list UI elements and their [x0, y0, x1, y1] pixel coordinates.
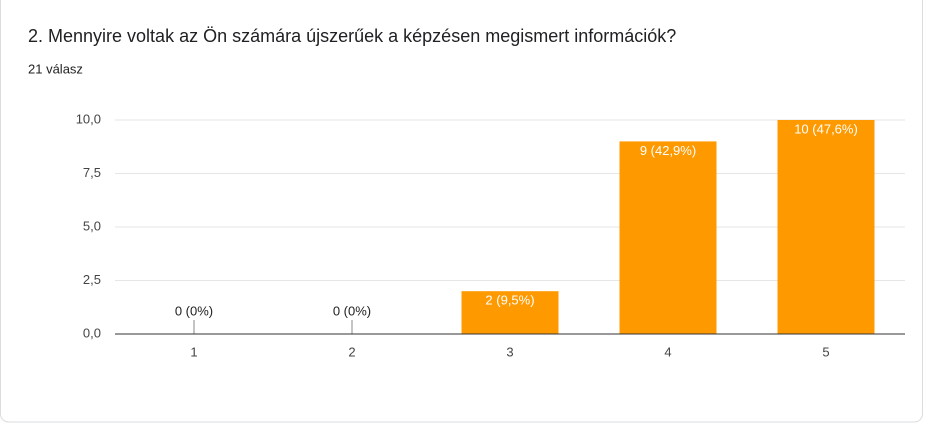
value-label: 2 (9,5%): [485, 293, 534, 308]
y-tick-label: 2,5: [83, 272, 101, 287]
bar: [461, 291, 559, 334]
bar: [777, 120, 875, 334]
x-tick-label: 2: [348, 344, 355, 359]
y-tick-label: 5,0: [83, 218, 101, 233]
value-label: 10 (47,6%): [794, 121, 858, 136]
value-label: 0 (0%): [333, 303, 371, 318]
y-tick-label: 10,0: [76, 111, 101, 126]
y-tick-label: 7,5: [83, 165, 101, 180]
value-label: 9 (42,9%): [640, 143, 696, 158]
x-tick-label: 3: [506, 344, 513, 359]
y-tick-label: 0,0: [83, 325, 101, 340]
x-tick-label: 1: [190, 344, 197, 359]
bar: [619, 141, 717, 334]
chart-subtitle: 21 válasz: [28, 61, 83, 76]
x-tick-label: 5: [822, 344, 829, 359]
chart-title: 2. Mennyire voltak az Ön számára újszerű…: [28, 26, 676, 46]
x-tick-label: 4: [664, 344, 671, 359]
value-label: 0 (0%): [175, 303, 213, 318]
